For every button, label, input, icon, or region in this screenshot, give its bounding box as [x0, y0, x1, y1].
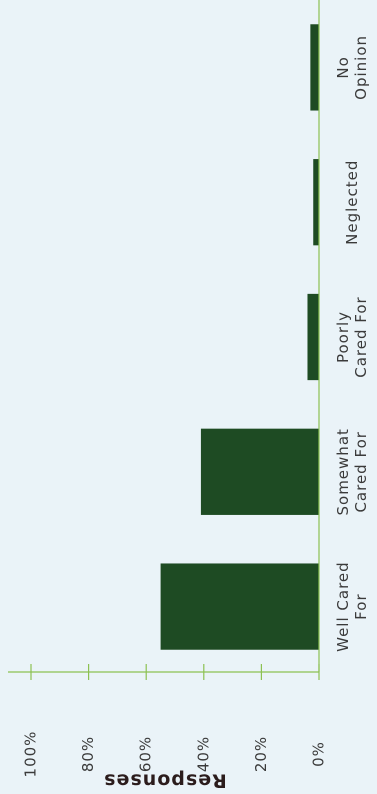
x-tick-label-line: Poorly	[334, 311, 352, 363]
y-axis-title: Responses	[103, 770, 227, 792]
bar	[160, 563, 319, 650]
x-tick-label-line: For	[352, 593, 370, 619]
x-tick-label-line: Opinion	[352, 35, 370, 100]
x-tick-label-line: Somewhat	[334, 428, 352, 515]
y-tick-label: 0%	[310, 741, 328, 767]
x-tick-label-line: Well Cared	[334, 561, 352, 652]
y-tick-label: 80%	[79, 736, 97, 772]
x-tick-label-line: No	[334, 56, 352, 78]
y-tick-label: 60%	[137, 736, 155, 772]
y-tick-label: 20%	[252, 736, 270, 772]
x-tick-label: NoOpinion	[334, 35, 370, 100]
x-tick-label-line: Cared For	[352, 431, 370, 512]
rotated-plot: 0% 20% 40% 60% 80% 100% Responses Well CaredFor…	[8, 0, 370, 792]
x-tick-label-line: Neglected	[343, 160, 361, 245]
bar	[310, 24, 319, 111]
bar	[200, 428, 319, 515]
x-tick-label-line: Cared For	[352, 296, 370, 377]
y-tick-label: 40%	[194, 736, 212, 772]
x-tick-label: Neglected	[343, 160, 361, 245]
bar	[313, 159, 319, 246]
y-tick-label: 100%	[22, 731, 40, 778]
x-tick-label: SomewhatCared For	[334, 428, 370, 515]
x-tick-label: PoorlyCared For	[334, 296, 370, 377]
bar	[307, 293, 320, 381]
x-tick-label: Well CaredFor	[334, 561, 370, 652]
